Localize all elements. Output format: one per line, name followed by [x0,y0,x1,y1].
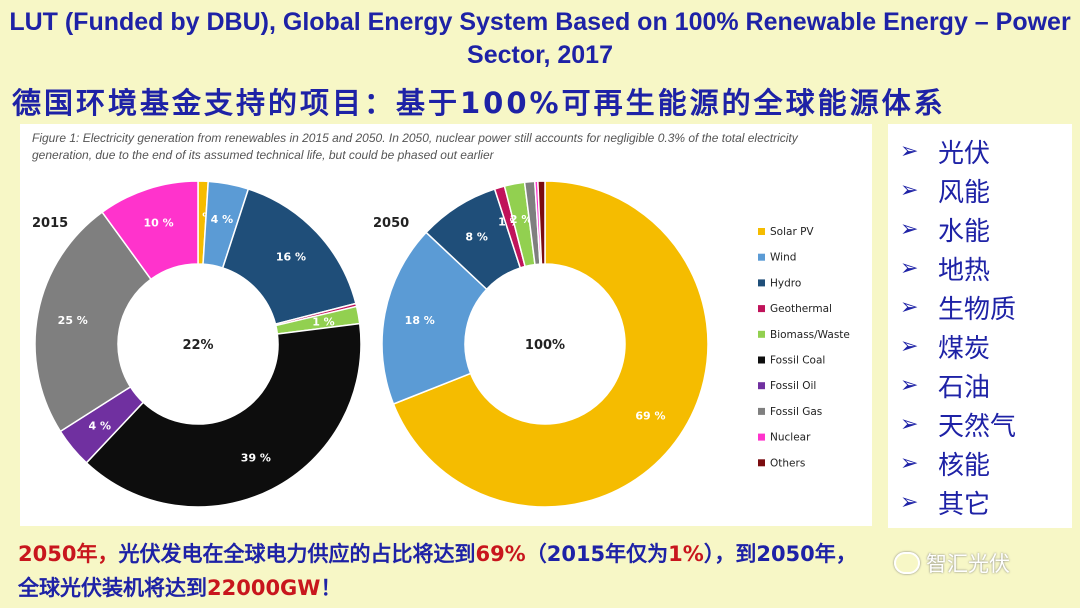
chart-center-label: 100% [525,338,565,353]
energy-list-label: 核能 [938,451,991,481]
legend-swatch [758,279,765,287]
energy-list-label: 生物质 [938,295,1017,325]
figure-panel: Figure 1: Electricity generation from re… [20,124,872,526]
slice-label: 18 % [405,314,435,327]
legend-swatch [758,459,765,467]
energy-list-item: ➢ 生物质 [888,288,1072,327]
arrow-bullet-icon: ➢ [900,178,919,203]
energy-list-item: ➢ 石油 [888,366,1072,405]
bottom-highlight-1: 1% [668,542,704,566]
slice-2015-hydro [221,188,357,326]
slice-label: 25 % [58,314,88,327]
energy-list-label: 水能 [938,217,991,247]
slice-2050-wind [381,231,488,405]
bottom-text-segment: ），到2050年， [703,542,857,566]
bottom-text-segment: 光伏发电在全球电力供应的占比将达到 [118,542,476,566]
legend-label: Biomass/Waste [770,329,850,341]
wechat-icon [894,552,920,574]
legend-label: Hydro [770,277,801,289]
energy-list-label: 其它 [938,490,991,520]
legend-swatch [758,253,765,261]
bottom-text-line-1: 2050年，光伏发电在全球电力供应的占比将达到69%（2015年仅为1%），到2… [18,538,857,568]
slice-label: 2 % [510,213,533,226]
energy-list-item: ➢ 地热 [888,249,1072,288]
bottom-highlight-69: 69% [475,542,526,566]
slice-label: 10 % [144,217,174,230]
energy-list-label: 煤炭 [938,334,991,364]
slice-2015-fossil-coal [85,322,362,508]
slice-label: 69 % [635,410,665,423]
slide-title-en: LUT (Funded by DBU), Global Energy Syste… [9,8,1071,69]
energy-list-label: 地热 [938,256,991,286]
arrow-bullet-icon: ➢ [900,490,919,515]
legend-swatch [758,330,765,338]
chart-year-label: 2015 [32,216,68,231]
legend-swatch [758,356,765,364]
legend-swatch [758,433,765,441]
legend-swatch [758,305,765,313]
watermark: 智汇光伏 [894,548,1010,578]
slice-label: 39 % [241,452,271,465]
bottom-text-segment: 全球光伏装机将达到 [18,576,207,600]
energy-list-label: 天然气 [938,412,1017,442]
legend-label: Solar PV [770,226,814,238]
slice-2050-others [537,180,546,265]
legend-label: Wind [770,252,796,264]
energy-list-label: 光伏 [938,139,991,169]
legend-swatch [758,228,765,235]
arrow-bullet-icon: ➢ [900,217,919,242]
bottom-year: 2050年， [18,542,119,566]
energy-list-item: ➢ 光伏 [888,132,1072,171]
watermark-text: 智汇光伏 [926,552,1010,576]
slice-label: 4 % [211,213,234,226]
bottom-text-line-2: 全球光伏装机将达到22000GW！ [18,572,341,602]
slice-2015-nuclear [101,180,199,281]
energy-list-item: ➢ 水能 [888,210,1072,249]
figure-caption: Figure 1: Electricity generation from re… [32,131,798,162]
energy-list-label: 石油 [938,373,991,403]
chart-center-label: 22% [182,338,213,353]
slice-label: 8 % [465,230,488,243]
energy-source-list: ➢ 光伏 ➢ 风能 ➢ 水能 ➢ 地热 ➢ 生物质 ➢ 煤炭 ➢ 石油 ➢ 天然气 ➢ 核能 ➢ 其它 [888,124,1072,528]
slice-2050-solar-pv [392,180,709,508]
bottom-highlight-gw: 22000GW [207,576,321,600]
energy-list-item: ➢ 风能 [888,171,1072,210]
legend-label: Nuclear [770,432,811,444]
slide-title-cn: 德国环境基金支持的项目：基于100%可再生能源的全球能源体系 [12,86,946,120]
arrow-bullet-icon: ➢ [900,256,919,281]
legend-swatch [758,407,765,415]
slice-label: 1 % [312,315,335,328]
legend-label: Others [770,457,805,469]
energy-list-item: ➢ 天然气 [888,405,1072,444]
legend-label: Fossil Coal [770,355,825,367]
chart-year-label: 2050 [373,216,409,231]
arrow-bullet-icon: ➢ [900,139,919,164]
slice-2015-fossil-gas [34,211,153,433]
arrow-bullet-icon: ➢ [900,295,919,320]
legend-swatch [758,382,765,390]
energy-list-item: ➢ 其它 [888,483,1072,522]
energy-list-item: ➢ 煤炭 [888,327,1072,366]
legend-label: Fossil Gas [770,406,822,418]
slice-label: 4 % [89,419,112,432]
slice-label: 16 % [276,251,306,264]
arrow-bullet-icon: ➢ [900,334,919,359]
bottom-text-segment: （2015年仅为 [525,542,669,566]
legend-label: Geothermal [770,303,832,315]
arrow-bullet-icon: ➢ [900,412,919,437]
energy-list-item: ➢ 核能 [888,444,1072,483]
bottom-text-segment: ！ [320,576,342,600]
energy-list-label: 风能 [938,178,991,208]
arrow-bullet-icon: ➢ [900,451,919,476]
legend-label: Fossil Oil [770,380,816,392]
arrow-bullet-icon: ➢ [900,373,919,398]
